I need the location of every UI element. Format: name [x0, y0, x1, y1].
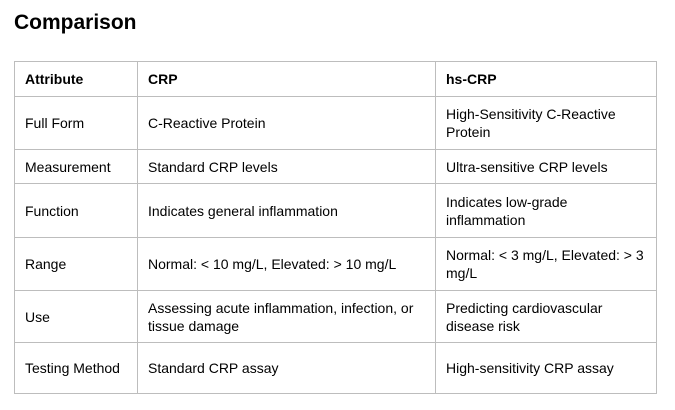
cell-crp: Standard CRP levels [137, 149, 436, 184]
table-row: Measurement Standard CRP levels Ultra-se… [14, 149, 657, 184]
cell-hscrp: High-sensitivity CRP assay [435, 342, 657, 394]
cell-hscrp: High-Sensitivity C-Reactive Protein [435, 96, 657, 150]
cell-attribute: Function [14, 183, 138, 238]
table-row: Full Form C-Reactive Protein High-Sensit… [14, 96, 657, 150]
cell-crp: C-Reactive Protein [137, 96, 436, 150]
cell-attribute: Use [14, 290, 138, 343]
table-row: Function Indicates general inflammation … [14, 183, 657, 238]
table-header-row: Attribute CRP hs-CRP [14, 61, 657, 97]
column-header-hscrp: hs-CRP [435, 61, 657, 97]
page-container: Comparison Attribute CRP hs-CRP Full For… [14, 11, 657, 394]
column-header-attribute: Attribute [14, 61, 138, 97]
cell-crp: Indicates general inflammation [137, 183, 436, 238]
cell-attribute: Measurement [14, 149, 138, 184]
cell-hscrp: Normal: < 3 mg/L, Elevated: > 3 mg/L [435, 237, 657, 291]
table-row: Testing Method Standard CRP assay High-s… [14, 342, 657, 394]
cell-hscrp: Indicates low-grade inflammation [435, 183, 657, 238]
table-row: Use Assessing acute inflammation, infect… [14, 290, 657, 343]
cell-crp: Normal: < 10 mg/L, Elevated: > 10 mg/L [137, 237, 436, 291]
cell-attribute: Testing Method [14, 342, 138, 394]
comparison-table: Attribute CRP hs-CRP Full Form C-Reactiv… [14, 61, 657, 394]
cell-crp: Assessing acute inflammation, infection,… [137, 290, 436, 343]
column-header-crp: CRP [137, 61, 436, 97]
table-row: Range Normal: < 10 mg/L, Elevated: > 10 … [14, 237, 657, 291]
cell-hscrp: Predicting cardiovascular disease risk [435, 290, 657, 343]
cell-hscrp: Ultra-sensitive CRP levels [435, 149, 657, 184]
cell-crp: Standard CRP assay [137, 342, 436, 394]
cell-attribute: Full Form [14, 96, 138, 150]
page-title: Comparison [14, 11, 137, 34]
cell-attribute: Range [14, 237, 138, 291]
